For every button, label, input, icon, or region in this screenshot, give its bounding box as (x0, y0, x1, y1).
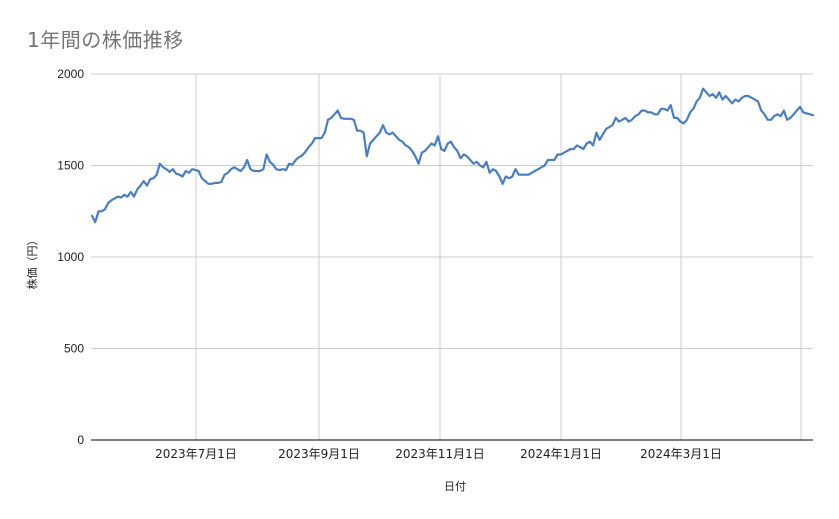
y-tick-label: 1000 (57, 250, 84, 264)
y-tick-label: 1500 (57, 159, 84, 173)
y-tick-label: 500 (64, 342, 84, 356)
x-tick-label: 2023年9月1日 (278, 447, 360, 461)
x-axis-title: 日付 (444, 480, 466, 493)
price-series-line (90, 87, 815, 224)
x-tick-label: 2024年3月1日 (640, 447, 722, 461)
x-tick-label: 2024年1月1日 (520, 447, 602, 461)
y-tick-label: 2000 (57, 67, 84, 81)
x-tick-label: 2023年7月1日 (155, 447, 237, 461)
y-axis-ticks: 0 500 1000 1500 2000 (57, 67, 84, 447)
chart-title: 1年間の株価推移 (27, 28, 184, 52)
x-tick-label: 2023年11月1日 (395, 447, 484, 461)
y-axis-title: 株価（円） (25, 235, 39, 290)
gridlines (91, 73, 813, 440)
x-axis-ticks: 2023年7月1日 2023年9月1日 2023年11月1日 2024年1月1日 202… (155, 447, 722, 461)
y-tick-label: 0 (77, 433, 84, 447)
